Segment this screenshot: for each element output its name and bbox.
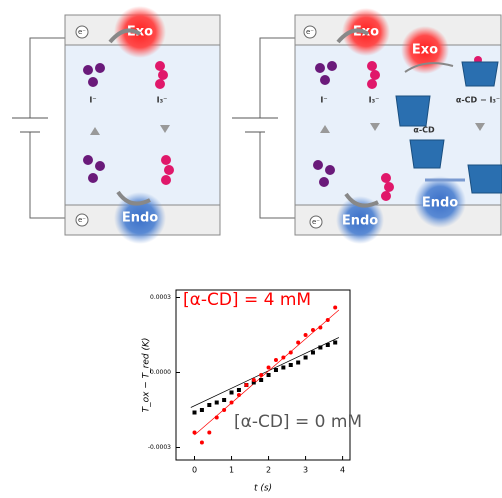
point [207,403,211,407]
fit-line [191,338,339,408]
point [311,351,315,355]
x-tick-label: 4 [340,466,345,475]
point [267,373,271,377]
point [259,373,263,377]
label: α-CD − I₃⁻ [456,96,500,105]
point [200,441,204,445]
point [230,391,234,395]
point [304,356,308,360]
label: Endo [342,214,378,229]
point [296,361,300,365]
diagram-left: Exo Endo e⁻ e⁻ I⁻ I₃⁻ [12,6,220,244]
point [193,411,197,415]
label: I₃⁻ [157,96,168,105]
point [237,393,241,397]
x-tick-label: 0 [192,466,197,475]
point [244,383,248,387]
annotation: [α-CD] = 4 mM [183,290,311,310]
x-axis-label: t (s) [254,484,272,494]
label: Endo [122,211,158,226]
point [296,341,300,345]
point [318,346,322,350]
figure: Exo Endo e⁻ e⁻ I⁻ I₃⁻ Exo Exo Endo Endo … [0,0,502,494]
label: α-CD [413,126,435,135]
label: e⁻ [306,28,314,36]
point [237,388,241,392]
label: Endo [422,196,458,211]
point [215,401,219,405]
x-tick-label: 2 [266,466,271,475]
diagram-right: Exo Exo Endo Endo e⁻ e⁻ I⁻ I₃⁻ α-CD α-CD… [232,8,502,244]
point [252,378,256,382]
label: e⁻ [78,28,86,36]
point [281,356,285,360]
point [200,408,204,412]
point [274,358,278,362]
point [326,318,330,322]
point [267,366,271,370]
label: I⁻ [89,96,96,105]
x-tick-label: 1 [229,466,234,475]
label: e⁻ [78,216,86,224]
x-tick-label: 3 [303,466,308,475]
label: Exo [412,43,438,58]
point [193,431,197,435]
point [333,341,337,345]
point [222,408,226,412]
point [289,351,293,355]
y-tick-label: 0.0003 [150,294,171,301]
y-tick-label: 0.0000 [150,369,171,376]
point [318,326,322,330]
point [289,363,293,367]
label: I₃⁻ [369,96,380,105]
point [222,398,226,402]
point [281,366,285,370]
label: e⁻ [312,218,320,226]
point [304,333,308,337]
y-tick-label: -0.0003 [148,444,171,451]
point [207,431,211,435]
point [230,401,234,405]
point [274,368,278,372]
annotation: [α-CD] = 0 mM [234,412,362,432]
label: I⁻ [320,96,327,105]
point [311,328,315,332]
point [259,378,263,382]
chart: t (s) T_ox − T_red (K) [α-CD] = 4 mM [α-… [142,290,363,494]
point [333,306,337,310]
point [326,343,330,347]
point [215,416,219,420]
